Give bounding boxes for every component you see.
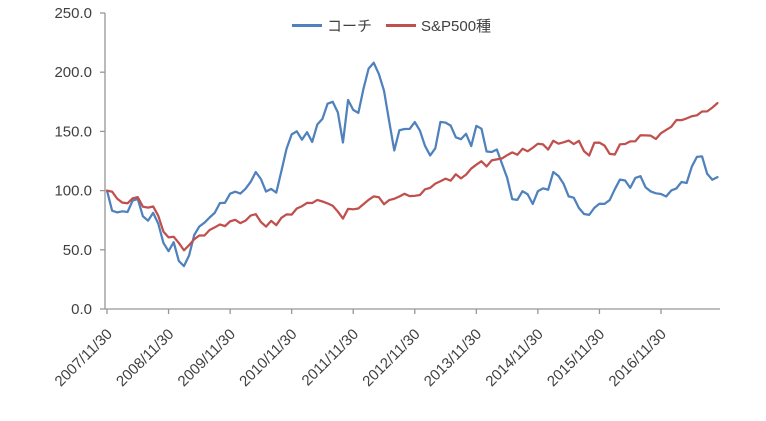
x-tick-label: 2014/11/30 (482, 326, 546, 390)
x-tick-label: 2013/11/30 (421, 326, 485, 390)
x-tick-label: 2016/11/30 (606, 326, 670, 390)
x-tick-label: 2011/11/30 (299, 326, 363, 390)
x-tick-label: 2010/11/30 (236, 326, 300, 390)
sp500-line-swatch (386, 24, 417, 27)
y-tick-label: 200.0 (54, 64, 92, 81)
legend-item-coach[interactable]: コーチ (292, 15, 372, 36)
coach-line-swatch (292, 24, 322, 27)
legend-item-sp500[interactable]: S&P500種 (386, 15, 491, 36)
x-axis-ticks: 2007/11/302008/11/302009/11/302010/11/30… (52, 309, 670, 390)
y-tick-label: 0.0 (71, 301, 92, 318)
x-tick-label: 2009/11/30 (175, 326, 239, 390)
x-tick-label: 2008/11/30 (113, 326, 177, 390)
coach-line[interactable] (105, 61, 719, 268)
y-axis-ticks: 0.0 50.0 100.0 150.0 200.0 250.0 (54, 5, 105, 318)
legend-label-sp500: S&P500種 (421, 18, 492, 35)
y-tick-label: 100.0 (54, 183, 92, 200)
sp500-line[interactable] (105, 101, 719, 252)
y-tick-label: 150.0 (54, 123, 92, 140)
legend: コーチ S&P500種 (292, 15, 491, 36)
x-tick-label: 2015/11/30 (544, 326, 608, 390)
y-tick-label: 250.0 (54, 5, 92, 22)
x-tick-label: 2012/11/30 (359, 326, 423, 390)
y-tick-label: 50.0 (63, 242, 92, 259)
x-tick-label: 2007/11/30 (52, 326, 116, 390)
axes (104, 13, 720, 310)
legend-label-coach: コーチ (327, 18, 373, 35)
